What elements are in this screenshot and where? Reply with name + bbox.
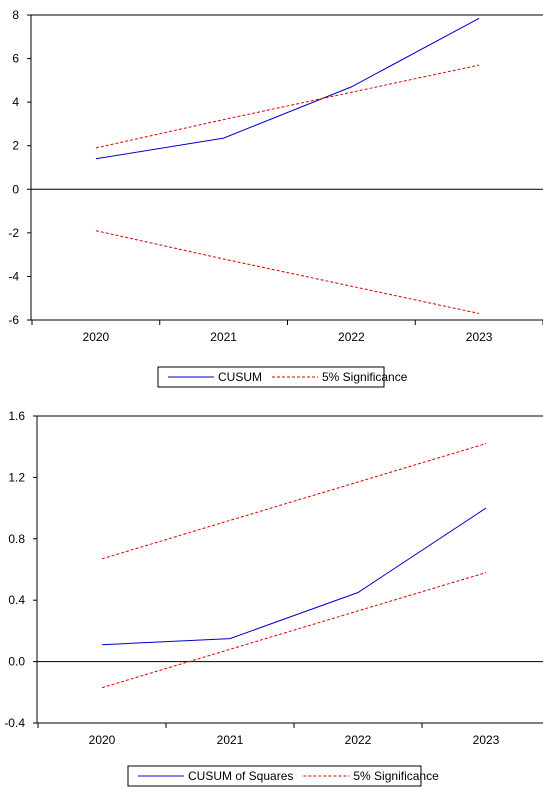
y-tick-label: 1.2: [8, 470, 25, 484]
y-tick-label: 0.8: [8, 532, 25, 546]
series-line-2: [95, 64, 480, 149]
y-tick-label: -2: [8, 226, 19, 240]
y-tick-label: 0.0: [8, 655, 25, 669]
y-tick-label: 6: [12, 52, 19, 66]
y-tick-label: 1.6: [8, 409, 25, 423]
chart-2-group: 1.6 1.2 0.8 0.4 0.0 -0.4 2020 2021 2022 2023 CUSUM…: [4, 409, 543, 787]
y-tick-label: 4: [12, 95, 19, 109]
legend-box: [127, 765, 422, 787]
legend-box: [157, 366, 385, 388]
legend-label: 5% Significance: [322, 370, 408, 384]
chart-legend: CUSUM 5% Significance: [157, 366, 408, 388]
x-tick-label: 2021: [210, 330, 237, 344]
chart-legend: CUSUM of Squares 5% Significance: [127, 765, 439, 787]
y-tick-label: -4: [8, 269, 19, 283]
legend-label: CUSUM of Squares: [188, 769, 293, 783]
x-tick-label: 2022: [345, 733, 372, 747]
x-tick-label: 2020: [89, 733, 116, 747]
x-tick-label: 2023: [473, 733, 500, 747]
chart-1-group: 8 6 4 2 0 -2 -4 -6 2020 2021 2022 2023 CUSUM 5% Signi…: [8, 8, 543, 388]
series-line-1: [101, 507, 487, 646]
y-tick-label: 0: [12, 182, 19, 196]
y-tick-label: 0.4: [8, 593, 25, 607]
x-tick-label: 2021: [217, 733, 244, 747]
y-tick-label: 8: [12, 8, 19, 22]
y-tick-label: 2: [12, 139, 19, 153]
y-tick-label: -6: [8, 313, 19, 327]
series-line-1: [95, 17, 480, 160]
series-line-3: [101, 572, 487, 689]
legend-label: CUSUM: [218, 370, 262, 384]
series-line-2: [101, 443, 487, 560]
x-tick-label: 2023: [466, 330, 493, 344]
legend-label: 5% Significance: [353, 769, 439, 783]
x-tick-label: 2022: [338, 330, 365, 344]
y-tick-label: -0.4: [4, 716, 25, 730]
series-line-3: [95, 230, 480, 314]
x-tick-label: 2020: [83, 330, 110, 344]
